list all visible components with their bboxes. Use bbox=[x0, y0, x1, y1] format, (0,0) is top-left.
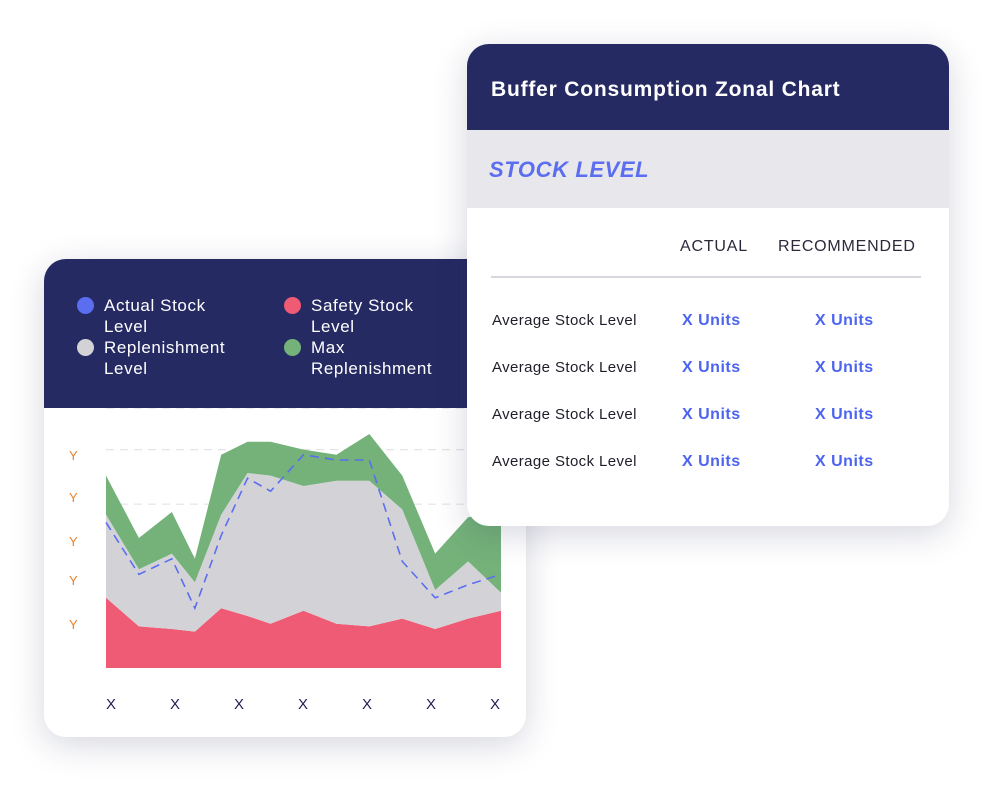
row-actual-value: X Units bbox=[682, 312, 741, 329]
row-label: Average Stock Level bbox=[492, 359, 637, 376]
x-tick-label-6: X bbox=[490, 696, 500, 713]
area-series-1 bbox=[106, 473, 501, 632]
y-tick-label-2: Y bbox=[69, 534, 78, 549]
stock-level-table-card: Buffer Consumption Zonal Chart STOCK LEV… bbox=[467, 44, 949, 526]
row-actual-value: X Units bbox=[682, 453, 741, 470]
row-actual-value: X Units bbox=[682, 406, 741, 423]
legend-label-replenishment: Replenishment Level bbox=[104, 338, 226, 378]
legend-label-safety-stock: Safety Stock Level bbox=[311, 296, 414, 336]
legend-dot-actual-stock bbox=[77, 297, 94, 314]
legend-dot-safety-stock bbox=[284, 297, 301, 314]
row-recommended-value: X Units bbox=[815, 453, 874, 470]
x-tick-label-1: X bbox=[170, 696, 180, 713]
legend-label-actual-stock: Actual Stock Level bbox=[104, 296, 206, 336]
chart-legend-header: Actual Stock Level Safety Stock Level Re… bbox=[44, 259, 526, 408]
table-header: Buffer Consumption Zonal Chart bbox=[467, 44, 949, 130]
table-row: Average Stock Level X Units X Units bbox=[467, 359, 949, 383]
table-row: Average Stock Level X Units X Units bbox=[467, 312, 949, 336]
row-label: Average Stock Level bbox=[492, 453, 637, 470]
x-tick-label-5: X bbox=[426, 696, 436, 713]
row-recommended-value: X Units bbox=[815, 359, 874, 376]
row-recommended-value: X Units bbox=[815, 406, 874, 423]
table-row: Average Stock Level X Units X Units bbox=[467, 453, 949, 477]
row-label: Average Stock Level bbox=[492, 312, 637, 329]
x-tick-label-0: X bbox=[106, 696, 116, 713]
y-tick-label-0: Y bbox=[69, 448, 78, 463]
legend-dot-replenishment bbox=[77, 339, 94, 356]
column-header-recommended: RECOMMENDED bbox=[778, 238, 916, 255]
row-actual-value: X Units bbox=[682, 359, 741, 376]
x-tick-label-2: X bbox=[234, 696, 244, 713]
column-header-actual: ACTUAL bbox=[680, 238, 748, 255]
row-recommended-value: X Units bbox=[815, 312, 874, 329]
x-tick-label-4: X bbox=[362, 696, 372, 713]
y-tick-label-4: Y bbox=[69, 617, 78, 632]
legend-label-max-replenishment: Max Replenishment bbox=[311, 338, 433, 378]
area-series-2 bbox=[106, 434, 501, 593]
legend-dot-max-replenishment bbox=[284, 339, 301, 356]
table-divider bbox=[491, 276, 921, 278]
y-tick-label-1: Y bbox=[69, 490, 78, 505]
x-tick-label-3: X bbox=[298, 696, 308, 713]
section-band: STOCK LEVEL bbox=[467, 130, 949, 208]
table-row: Average Stock Level X Units X Units bbox=[467, 406, 949, 430]
line-series-actual bbox=[105, 453, 502, 611]
chart-card: Actual Stock Level Safety Stock Level Re… bbox=[44, 259, 526, 737]
area-series-0 bbox=[106, 597, 501, 668]
row-label: Average Stock Level bbox=[492, 406, 637, 423]
y-tick-label-3: Y bbox=[69, 573, 78, 588]
stock-area-chart: Y Y Y Y Y X X X X X X X bbox=[69, 408, 502, 713]
section-label: STOCK LEVEL bbox=[489, 157, 650, 182]
table-title: Buffer Consumption Zonal Chart bbox=[491, 78, 841, 101]
